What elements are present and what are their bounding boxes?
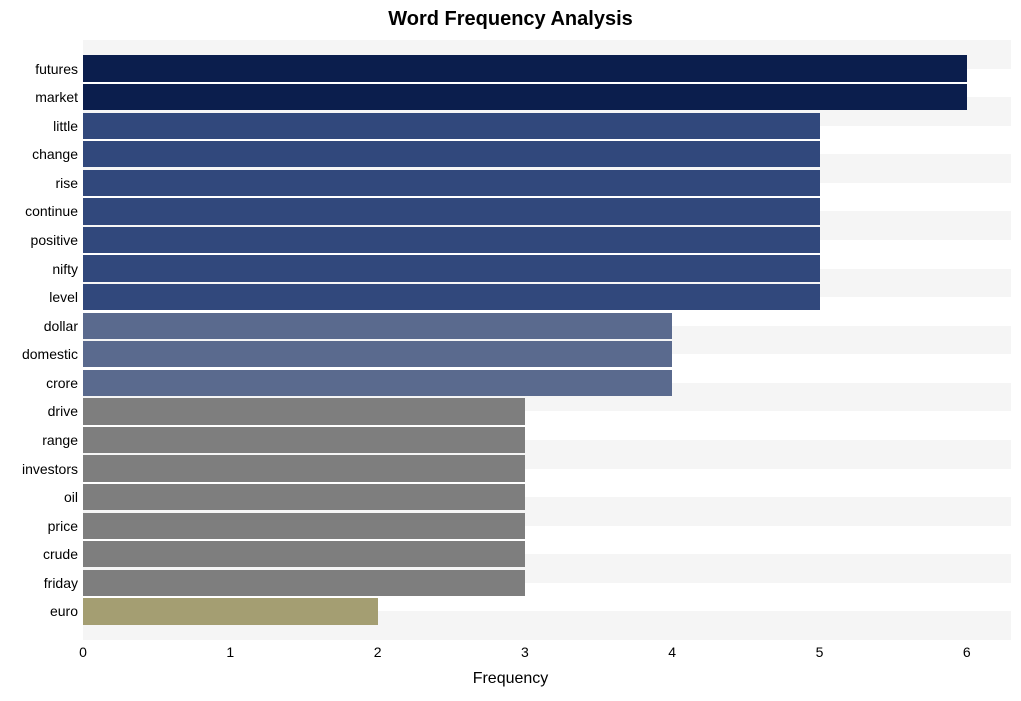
y-tick-label: range <box>42 432 78 448</box>
y-tick-label: dollar <box>44 318 78 334</box>
x-tick-label: 0 <box>79 644 87 660</box>
y-tick-label: domestic <box>22 346 78 362</box>
bar <box>83 198 820 224</box>
x-tick-label: 4 <box>668 644 676 660</box>
x-tick-label: 2 <box>374 644 382 660</box>
x-tick-label: 5 <box>816 644 824 660</box>
y-tick-label: euro <box>50 603 78 619</box>
y-tick-label: crude <box>43 546 78 562</box>
bar <box>83 455 525 481</box>
y-tick-label: level <box>49 289 78 305</box>
y-tick-label: rise <box>55 175 78 191</box>
bar <box>83 370 672 396</box>
plot-area <box>83 40 1011 640</box>
x-tick-label: 1 <box>226 644 234 660</box>
bar <box>83 284 820 310</box>
bar <box>83 398 525 424</box>
y-tick-label: market <box>35 89 78 105</box>
y-tick-label: drive <box>48 403 78 419</box>
x-axis-title: Frequency <box>0 670 1021 688</box>
bar <box>83 598 378 624</box>
bar <box>83 513 525 539</box>
y-tick-label: oil <box>64 489 78 505</box>
bar <box>83 570 525 596</box>
bar <box>83 313 672 339</box>
x-tick-label: 3 <box>521 644 529 660</box>
y-tick-label: positive <box>31 232 78 248</box>
x-tick-label: 6 <box>963 644 971 660</box>
y-tick-label: investors <box>22 461 78 477</box>
bar <box>83 113 820 139</box>
bar <box>83 170 820 196</box>
bar <box>83 541 525 567</box>
bar <box>83 427 525 453</box>
y-tick-label: change <box>32 146 78 162</box>
bar <box>83 84 967 110</box>
word-frequency-chart: Word Frequency Analysis Frequency future… <box>0 0 1021 701</box>
bar <box>83 141 820 167</box>
bar <box>83 227 820 253</box>
bar <box>83 55 967 81</box>
y-tick-label: price <box>48 518 78 534</box>
y-tick-label: nifty <box>52 261 78 277</box>
chart-title: Word Frequency Analysis <box>0 8 1021 31</box>
y-tick-label: continue <box>25 203 78 219</box>
y-tick-label: crore <box>46 375 78 391</box>
bar <box>83 484 525 510</box>
y-tick-label: friday <box>44 575 78 591</box>
y-tick-label: little <box>53 118 78 134</box>
bar <box>83 255 820 281</box>
y-tick-label: futures <box>35 61 78 77</box>
bar <box>83 341 672 367</box>
